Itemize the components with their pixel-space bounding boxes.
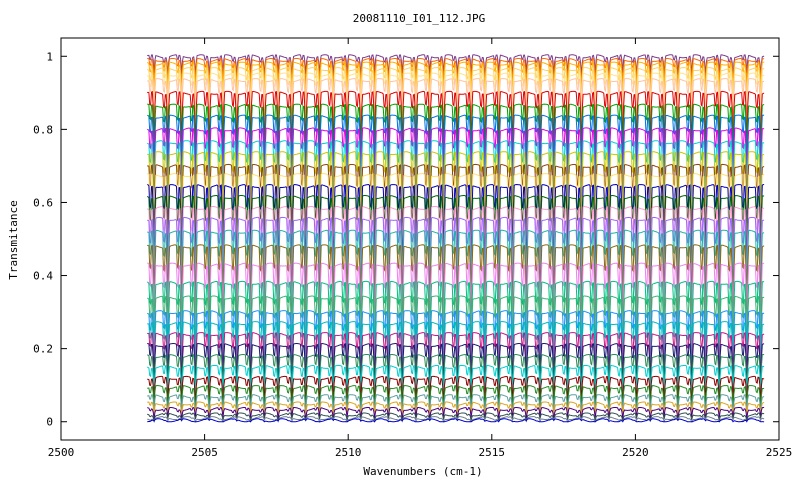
y-tick-label: 0.8 [33,123,53,136]
plot-lines [146,54,765,423]
spectrum-series-line [147,353,765,398]
x-axis-label: Wavenumbers (cm-1) [363,465,482,478]
x-tick-label: 2515 [479,446,506,459]
y-axis-label: Transmitance [7,200,20,279]
x-tick-label: 2505 [191,446,218,459]
y-tick-label: 1 [46,50,53,63]
spectrum-series-line [147,375,765,405]
x-tick-label: 2510 [335,446,362,459]
y-tick-label: 0.2 [33,343,53,356]
spectrum-series-line [147,384,765,411]
axes: 2500 2505 2510 2515 2520 2525 0 0.2 0.4 0.6 0.8 1 [33,37,793,459]
x-tick-label: 2525 [766,446,793,459]
y-tick-label: 0.4 [33,270,53,283]
spectrum-series-line [147,416,765,423]
y-tick-label: 0 [46,416,53,429]
spectrum-series-line [147,406,765,420]
plot-frame [60,37,780,441]
spectrum-series-line [147,418,765,423]
spectrum-series-line [147,401,765,418]
y-tick-label: 0.6 [33,196,53,209]
x-tick-label: 2520 [622,446,649,459]
spectrum-series-line [147,394,765,415]
spectrum-series-line [147,412,765,422]
chart-title: 20081110_I01_112.JPG [353,12,485,25]
x-tick-label: 2500 [48,446,75,459]
